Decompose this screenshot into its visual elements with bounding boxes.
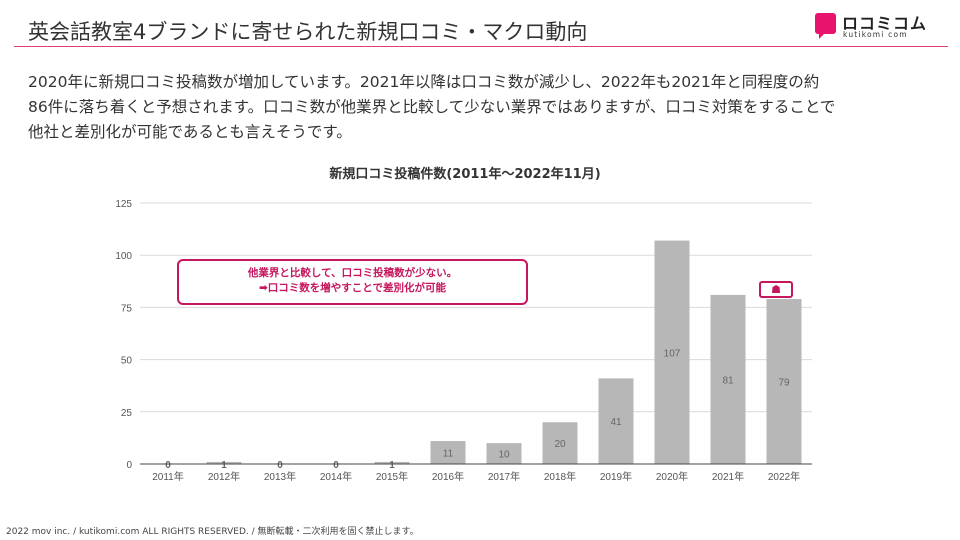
description-line: 他社と差別化が可能であるとも言えそうです。 (28, 123, 352, 141)
bar (374, 461, 410, 464)
x-tick-label: 2017年 (488, 470, 520, 483)
data-label: 0 (333, 460, 339, 471)
x-tick-label: 2013年 (264, 470, 296, 483)
description-line: 2020年に新規口コミ投稿数が増加しています。2021年以降は口コミ数が減少し、… (28, 73, 820, 91)
data-label: 81 (722, 375, 734, 386)
data-label: 0 (165, 460, 171, 471)
title-divider (14, 46, 948, 47)
estimate-marker: ☗ (759, 281, 793, 298)
data-label: 79 (778, 378, 790, 389)
y-tick-label: 50 (121, 356, 133, 367)
data-label: 0 (277, 460, 283, 471)
description-line: 86件に落ち着くと予想されます。口コミ数が他業界と比較して少ない業界ではあります… (28, 98, 836, 116)
data-label: 20 (554, 439, 566, 450)
house-marker-icon: ☗ (771, 283, 781, 296)
bar (654, 240, 690, 464)
x-tick-label: 2022年 (768, 470, 800, 483)
data-label: 107 (664, 348, 681, 359)
data-label: 11 (443, 449, 454, 460)
y-tick-label: 75 (121, 303, 133, 314)
x-tick-label: 2014年 (320, 470, 352, 483)
bar (598, 378, 634, 464)
bar (542, 422, 578, 464)
x-tick-label: 2012年 (208, 470, 240, 483)
x-tick-label: 2020年 (656, 470, 688, 483)
description: 2020年に新規口コミ投稿数が増加しています。2021年以降は口コミ数が減少し、… (28, 70, 928, 145)
x-tick-label: 2018年 (544, 470, 576, 483)
y-tick-label: 125 (115, 199, 132, 210)
x-tick-label: 2019年 (600, 470, 632, 483)
y-tick-label: 25 (121, 408, 133, 419)
y-tick-label: 0 (126, 460, 132, 471)
logo-subtext: kutikomi com (843, 30, 908, 39)
bar (766, 299, 802, 464)
footer-copyright: 2022 mov inc. / kutikomi.com ALL RIGHTS … (6, 527, 419, 537)
bar (430, 441, 466, 464)
x-tick-label: 2011年 (152, 470, 184, 483)
x-tick-label: 2016年 (432, 470, 464, 483)
bar (710, 294, 746, 464)
page-title: 英会話教室4ブランドに寄せられた新規口コミ・マクロ動向 (28, 20, 588, 44)
y-tick-label: 100 (115, 251, 132, 262)
data-label: 1 (389, 460, 395, 471)
callout-line-1: 他業界と比較して、口コミ投稿数が少ない。 (247, 267, 458, 279)
data-label: 41 (610, 417, 622, 428)
data-label: 10 (498, 450, 510, 461)
callout-line-2: ➡口コミ数を増やすことで差別化が可能 (259, 282, 446, 294)
data-label: 1 (221, 460, 227, 471)
x-tick-label: 2021年 (712, 470, 744, 483)
bar (206, 461, 242, 464)
x-tick-label: 2015年 (376, 470, 408, 483)
logo-text: ロコミコム (842, 14, 928, 33)
logo: ロコミコム kutikomi com (815, 11, 928, 43)
speech-bubble-icon (815, 13, 836, 39)
bar (486, 443, 522, 464)
callout-box: 他業界と比較して、口コミ投稿数が少ない。 ➡口コミ数を増やすことで差別化が可能 (177, 259, 528, 305)
chart-title: 新規口コミ投稿件数(2011年〜2022年11月) (329, 167, 601, 182)
